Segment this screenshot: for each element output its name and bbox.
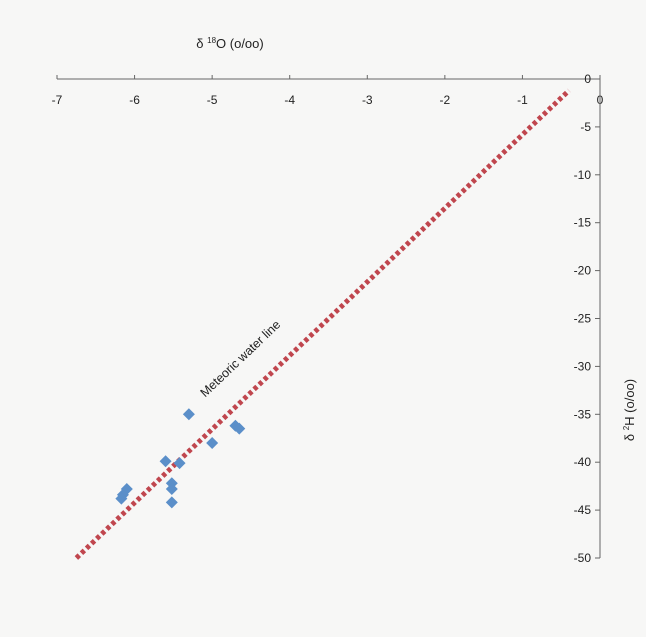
y-axis-title-main: δ bbox=[622, 430, 637, 441]
x-tick-label: -4 bbox=[284, 93, 295, 107]
data-point bbox=[165, 496, 178, 509]
y-tick-label: -15 bbox=[574, 216, 592, 230]
axes-group: -7-6-5-4-3-2-100-5-10-15-20-25-30-35-40-… bbox=[52, 72, 604, 565]
meteoric-water-line bbox=[74, 88, 571, 560]
data-point bbox=[159, 455, 172, 468]
y-tick-label: -45 bbox=[574, 503, 592, 517]
data-point bbox=[233, 422, 246, 435]
x-axis-title-main: δ bbox=[196, 36, 207, 51]
y-tick-label: -30 bbox=[574, 359, 592, 373]
x-tick-label: -2 bbox=[440, 93, 451, 107]
y-tick-label: -10 bbox=[574, 168, 592, 182]
data-points-group bbox=[115, 408, 246, 509]
meteoric-line-group: Meteoric water line bbox=[74, 88, 571, 560]
x-tick-label: -1 bbox=[517, 93, 528, 107]
x-tick-label: -5 bbox=[207, 93, 218, 107]
y-axis-title-rest: H (o/oo) bbox=[622, 379, 637, 426]
data-point bbox=[182, 408, 195, 421]
data-point bbox=[173, 457, 186, 470]
x-axis-title-sup: 18 bbox=[207, 36, 216, 45]
x-tick-label: -7 bbox=[52, 93, 63, 107]
x-tick-label: -3 bbox=[362, 93, 373, 107]
x-axis-title-rest: O (o/oo) bbox=[216, 36, 264, 51]
y-tick-label: -25 bbox=[574, 312, 592, 326]
y-tick-label: 0 bbox=[584, 72, 591, 86]
y-axis-title: δ 2H (o/oo) bbox=[622, 379, 637, 441]
y-tick-label: -40 bbox=[574, 455, 592, 469]
meteoric-water-line-label: Meteoric water line bbox=[198, 317, 284, 399]
data-point bbox=[165, 483, 178, 496]
y-tick-label: -5 bbox=[580, 120, 591, 134]
x-axis-title: δ 18O (o/oo) bbox=[196, 36, 263, 51]
data-point bbox=[115, 492, 128, 505]
y-tick-label: -20 bbox=[574, 264, 592, 278]
data-point bbox=[206, 437, 219, 450]
x-tick-label: -6 bbox=[129, 93, 140, 107]
y-tick-label: -35 bbox=[574, 407, 592, 421]
y-tick-label: -50 bbox=[574, 551, 592, 565]
y-axis-title-sup: 2 bbox=[622, 425, 631, 430]
